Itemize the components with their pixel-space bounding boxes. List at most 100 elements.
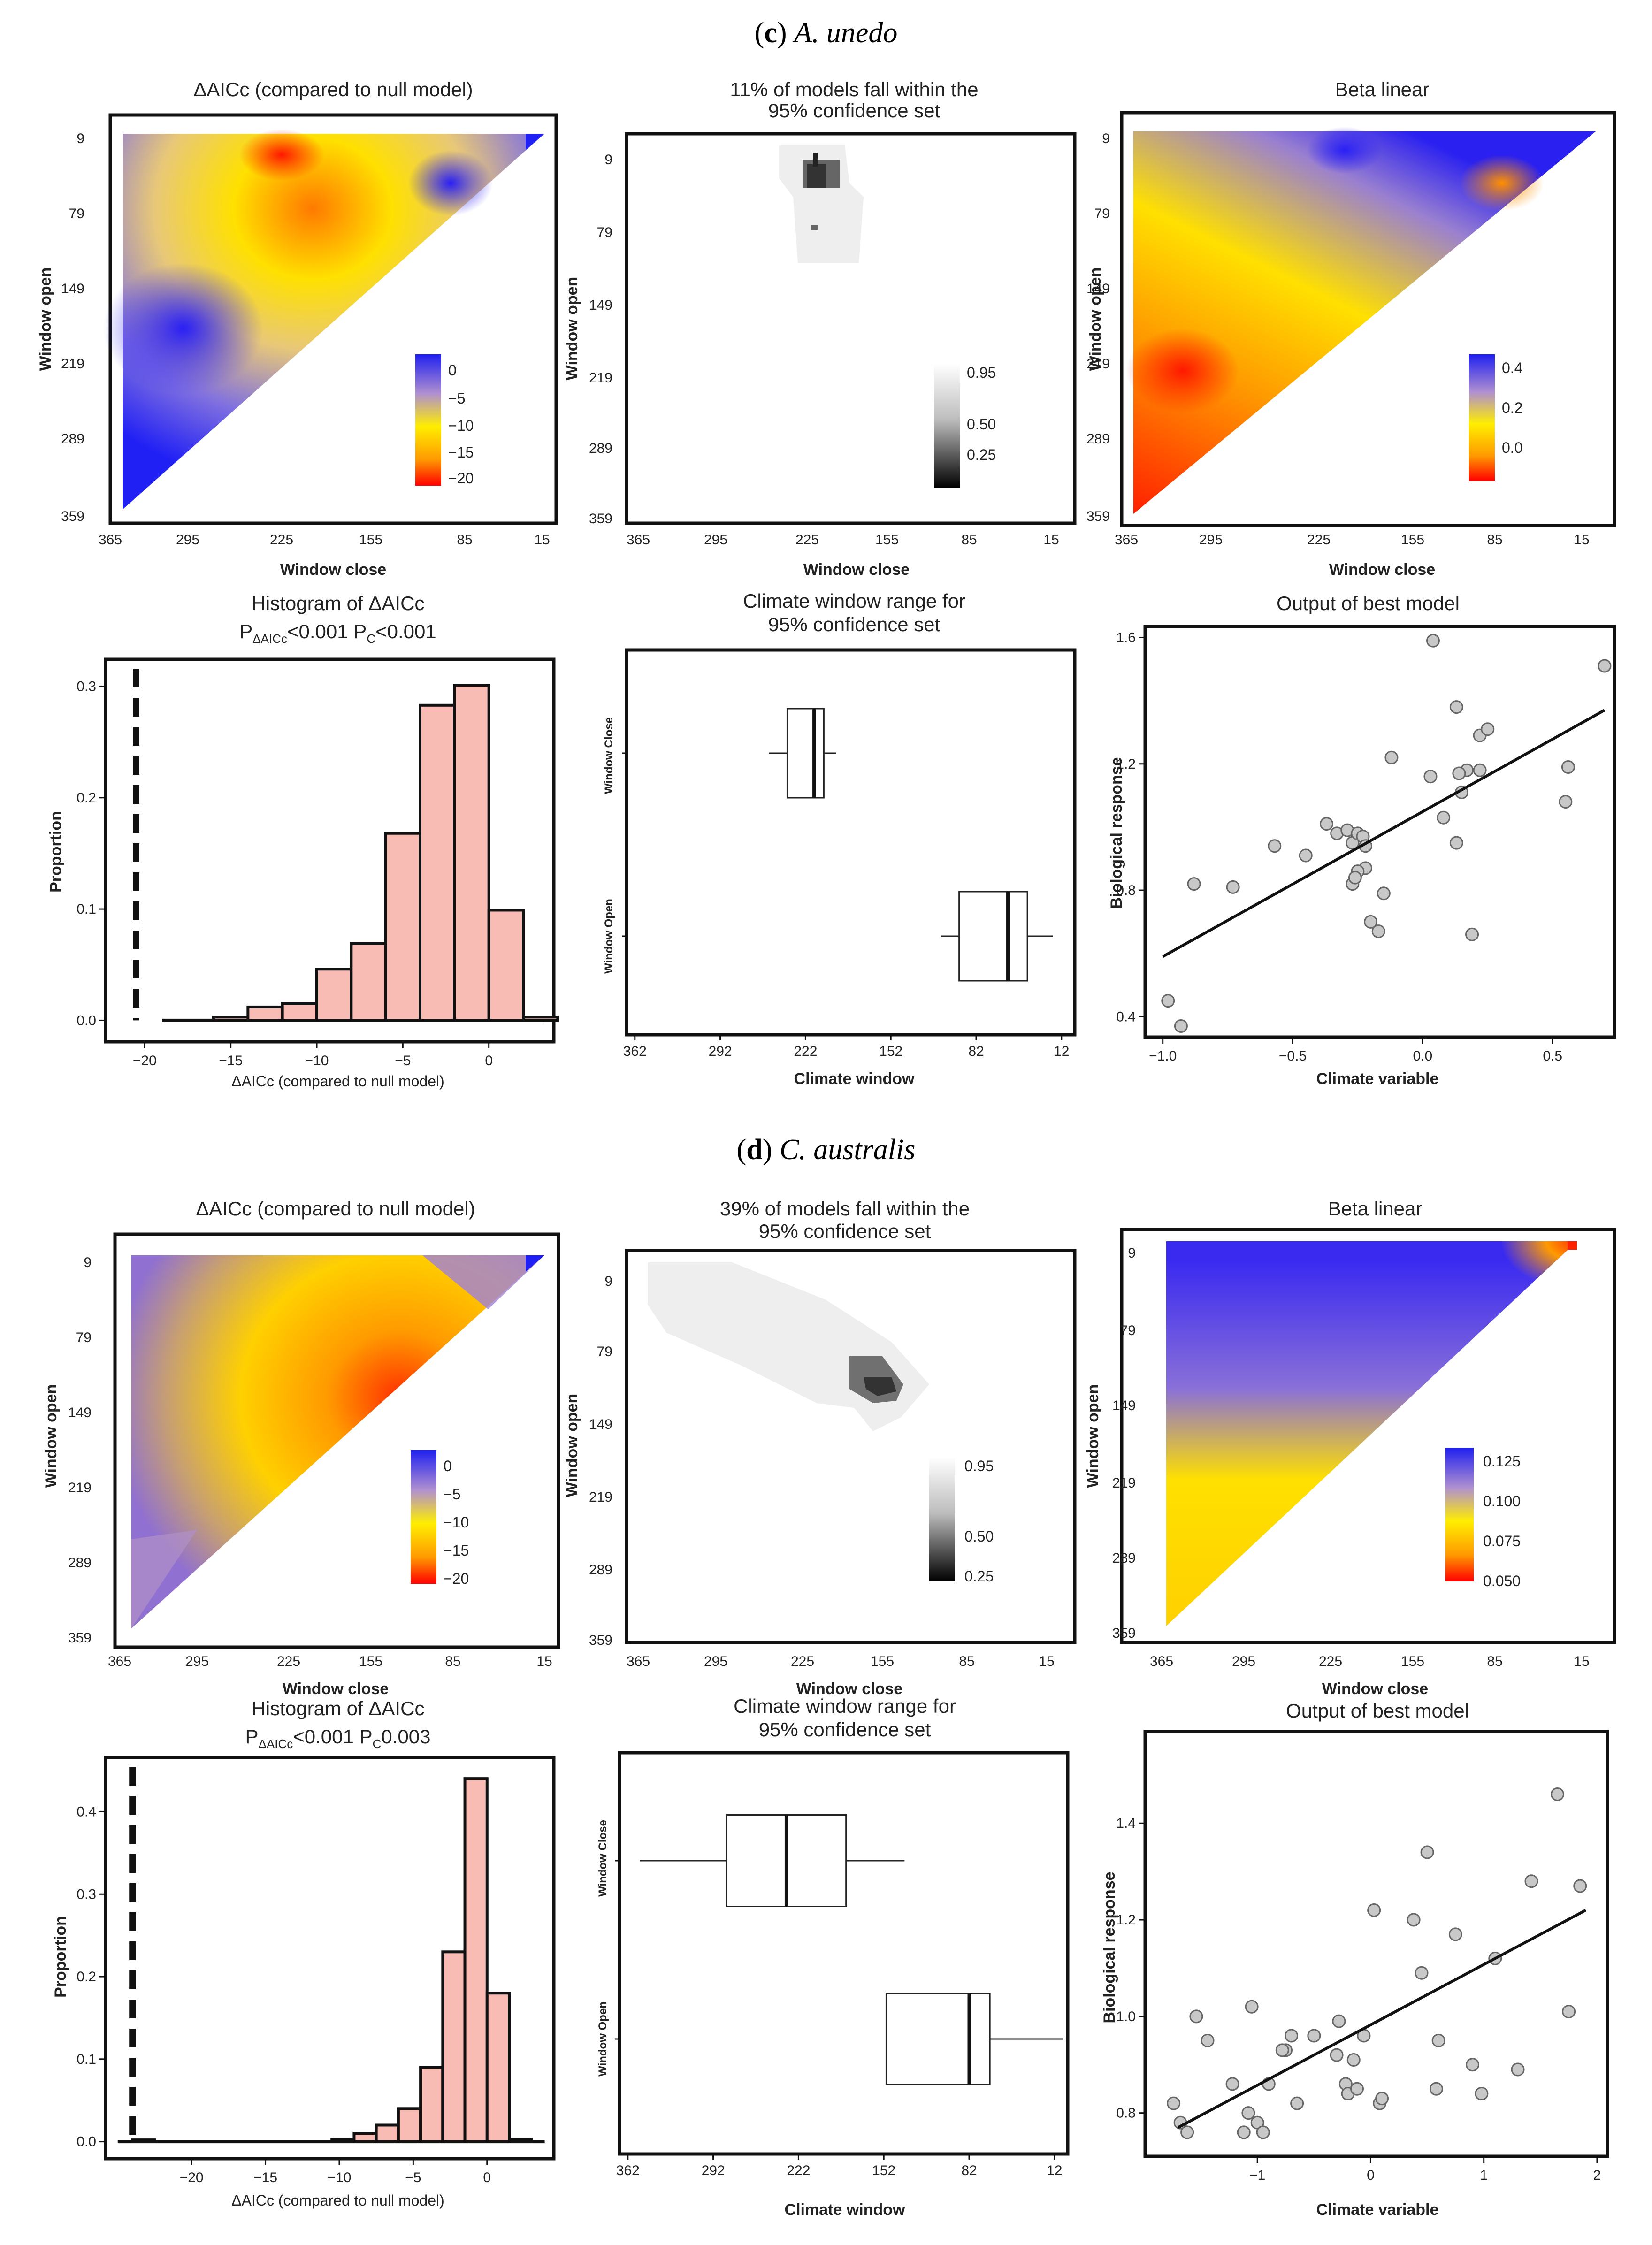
c-delta-xticks: 365 295 225 155 85 15 (99, 532, 550, 548)
data-point (1375, 2092, 1389, 2106)
hist-bar (419, 2066, 444, 2143)
x-tick-label: 222 (794, 1044, 817, 1059)
tick: 79 (597, 225, 612, 240)
d-hist-title: Histogram of ΔAICc (252, 1697, 425, 1719)
d-range-frame (618, 1751, 1070, 2156)
data-point (1420, 1845, 1434, 1859)
colorbar-label: 0 (448, 362, 457, 379)
colorbar-label: 0.125 (1483, 1453, 1521, 1470)
x-tick-label: 12 (1047, 2163, 1062, 2178)
c-beta-xlabel: Window close (1329, 561, 1435, 579)
x-tick-label: −1 (1249, 2168, 1265, 2183)
c-delta-blue-region (408, 150, 493, 216)
c-delta-colorbar (415, 354, 441, 486)
hist-bar (508, 2138, 533, 2143)
c-beta-ylabel: Window open (1086, 267, 1104, 371)
section-c-title: (c) A. unedo (755, 17, 898, 49)
tick: 295 (176, 532, 199, 548)
d-hist-plot: −20 −15 −10 −5 0 0.0 0.1 0.2 0.3 0.4 (76, 1767, 545, 2185)
data-point (1245, 2000, 1259, 2014)
d-set-xticks: 365 295 225 155 85 15 (627, 1654, 1055, 1669)
tick: 149 (589, 1417, 612, 1432)
data-point (1319, 817, 1333, 831)
d-delta-yticks: 9 79 149 219 289 359 (68, 1255, 92, 1646)
d-beta-xlabel: Window close (1322, 1680, 1428, 1698)
data-point (1426, 634, 1440, 648)
c-beta-orange-spot (1460, 155, 1544, 211)
x-tick-label: −15 (253, 2170, 277, 2185)
c-range-frame (625, 648, 1077, 1037)
box-iqr (885, 1993, 991, 2085)
x-tick-label: −10 (305, 1053, 329, 1069)
x-tick-label: −0.5 (1279, 1048, 1307, 1064)
colorbar-label: −5 (448, 390, 465, 407)
colorbar-label: 0.95 (964, 1458, 994, 1474)
data-point (1437, 810, 1451, 825)
d-beta-frame (1120, 1228, 1616, 1644)
c-hist-pvalues: PΔAICc<0.001 PC<0.001 (239, 620, 436, 646)
colorbar-label: 0 (444, 1458, 452, 1474)
c-beta-xticks: 365 295 225 155 85 15 (1115, 532, 1590, 548)
data-point (1241, 2106, 1255, 2120)
c-set-yticks: 9 79 149 219 289 359 (589, 152, 612, 527)
tick: 155 (875, 532, 899, 548)
tick: 79 (1094, 206, 1110, 221)
d-beta-ylabel: Window open (1084, 1384, 1102, 1488)
x-tick-label: −20 (180, 2170, 204, 2185)
tick: 359 (1086, 509, 1110, 524)
y-tick-label: 1.6 (1116, 630, 1136, 645)
hist-bar (419, 703, 456, 1022)
c-range-panel: Climate window range for 95% confidence … (603, 590, 1077, 1088)
colorbar-label: 0.075 (1483, 1533, 1521, 1550)
c-best-frame (1143, 625, 1616, 1039)
tick: 365 (108, 1654, 131, 1669)
y-tick-label: 0.3 (76, 679, 96, 694)
c-set-best-model (813, 153, 818, 167)
data-point (1226, 880, 1240, 894)
d-range-ylabel-open: Window Open (597, 2001, 609, 2077)
c-set-region-95 (779, 145, 864, 263)
x-tick-label: −5 (395, 1053, 411, 1069)
colorbar-label: −20 (444, 1570, 469, 1587)
data-point (1407, 1913, 1421, 1927)
data-point (1201, 2033, 1215, 2047)
d-range-title-2: 95% confidence set (759, 1718, 931, 1741)
c-histogram-panel: Histogram of ΔAICc PΔAICc<0.001 PC<0.001… (47, 592, 559, 1090)
box-iqr (786, 708, 825, 799)
x-tick-label: 82 (968, 1044, 984, 1059)
data-point (1573, 1879, 1587, 1893)
tick: 365 (1115, 532, 1138, 548)
d-best-xlabel: Climate variable (1316, 2201, 1439, 2219)
d-beta-orange-corner (1408, 1241, 1577, 1347)
y-tick-label: 0.0 (76, 1013, 96, 1028)
x-tick-label: 0 (483, 2170, 491, 2185)
colorbar-label: 0.95 (967, 364, 996, 381)
c-hist-title: Histogram of ΔAICc (252, 592, 425, 614)
hist-bar (485, 1992, 511, 2143)
y-tick-label: 0.4 (1116, 1009, 1136, 1024)
x-tick-label: −1.0 (1149, 1048, 1177, 1064)
tick: 219 (1086, 356, 1110, 372)
d-delta-purple-region (422, 1255, 544, 1309)
data-point (1452, 766, 1466, 780)
x-tick-label: 152 (879, 1044, 902, 1059)
c-best-ylabel: Biological response (1108, 757, 1125, 909)
tick: 9 (1102, 131, 1110, 146)
hist-bar (384, 832, 422, 1022)
c-delta-aicc-panel: ΔAICc (compared to null model) 9 79 149 … (37, 78, 558, 579)
data-point (1559, 795, 1573, 809)
d-best-frame (1143, 1730, 1609, 2158)
tick: 219 (1112, 1475, 1136, 1491)
c-set-title-2: 95% confidence set (768, 99, 941, 122)
y-tick-label: 1.2 (1116, 756, 1136, 772)
tick: 359 (589, 511, 612, 527)
data-point (1348, 871, 1362, 885)
c-best-title: Output of best model (1277, 592, 1460, 614)
colorbar-label: −15 (448, 444, 474, 461)
data-point (1180, 2125, 1194, 2139)
y-tick-label: 0.0 (76, 2134, 96, 2150)
tick: 9 (604, 152, 612, 168)
c-delta-blue-left (103, 263, 263, 394)
tick: 15 (536, 1654, 552, 1669)
data-point (1307, 2029, 1321, 2043)
